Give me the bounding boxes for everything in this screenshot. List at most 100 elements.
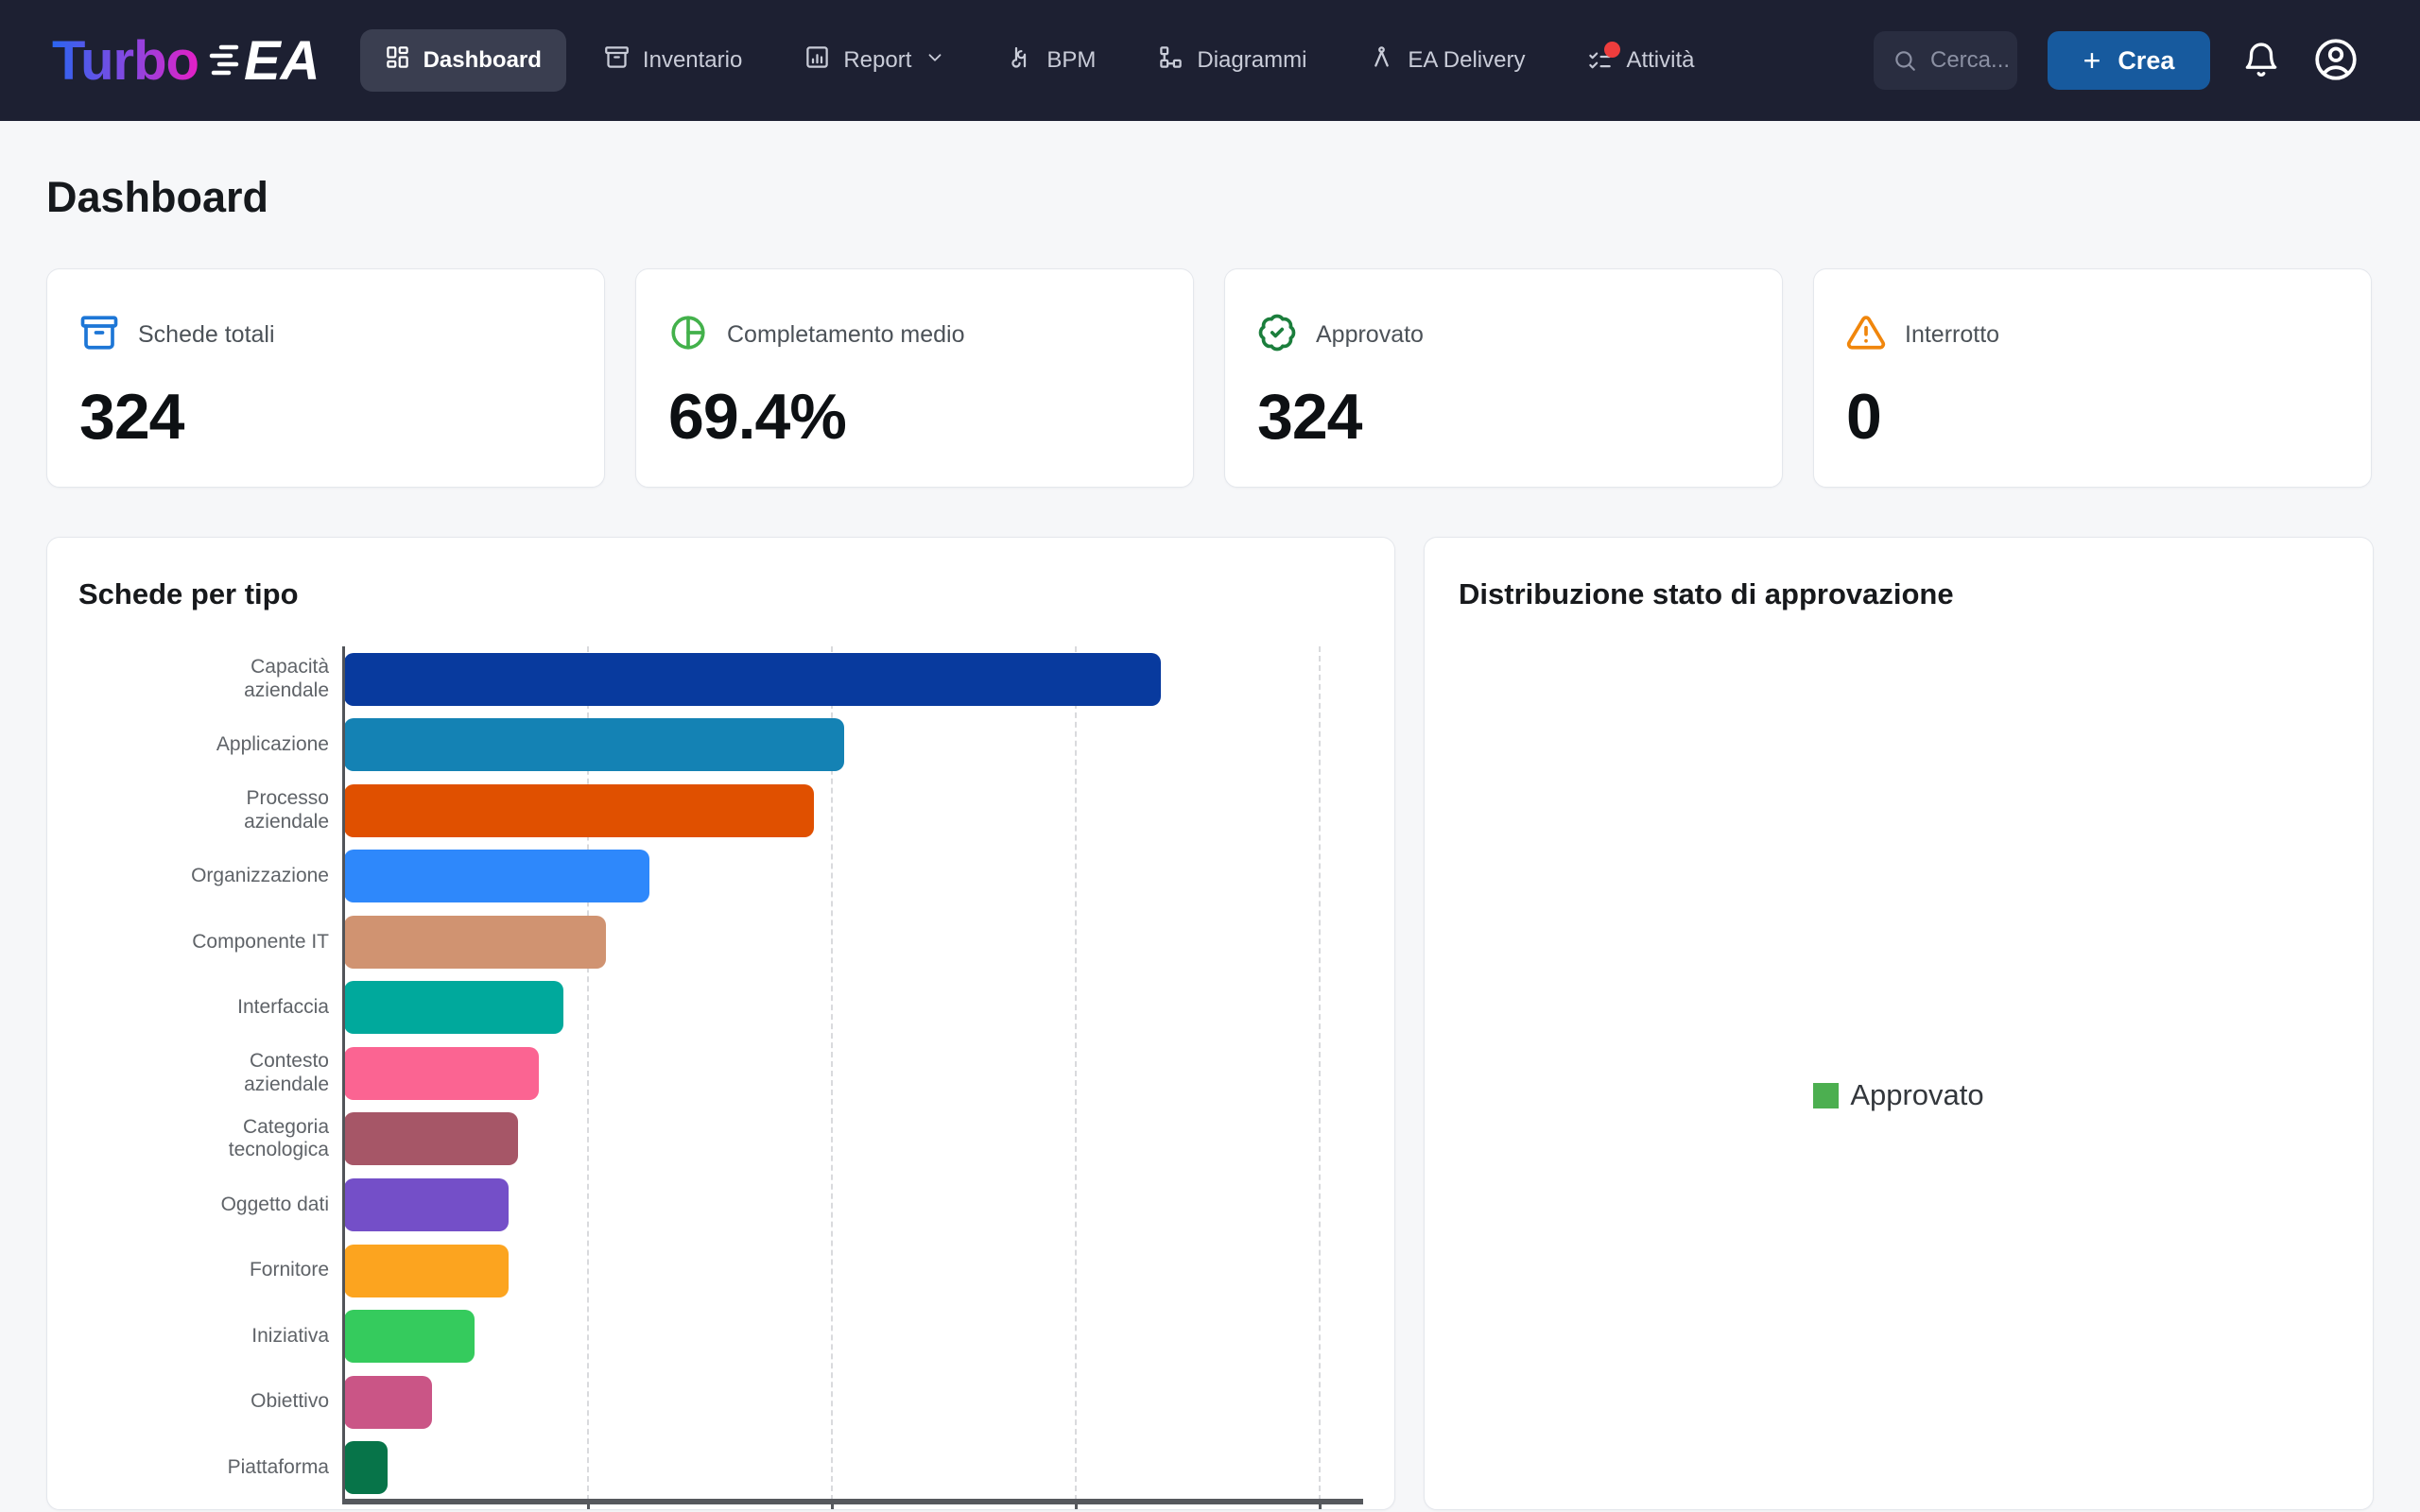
notifications-button[interactable]: [2240, 39, 2282, 83]
nav-item-bpm[interactable]: BPM: [983, 29, 1120, 92]
stat-value: 324: [79, 380, 572, 454]
report-chart-icon: [804, 44, 830, 77]
compass-icon: [1369, 44, 1394, 77]
account-button[interactable]: [2312, 36, 2360, 86]
bar-componente-it: [344, 916, 606, 969]
bar-iniziativa: [344, 1310, 475, 1363]
bar-oggetto-dati: [344, 1178, 509, 1231]
archive-icon: [79, 313, 119, 357]
bar-category-label: Iniziativa: [62, 1303, 329, 1369]
network-icon: [1158, 44, 1184, 77]
checklist-icon: [1587, 48, 1613, 74]
search-box: [1874, 31, 2017, 90]
y-axis-line: [342, 646, 345, 1501]
app-logo[interactable]: Turbo EA: [52, 29, 320, 93]
logo-turbo-text: Turbo: [52, 29, 199, 93]
stat-value: 0: [1846, 380, 2339, 454]
logo-speed-lines-icon: [208, 40, 242, 88]
top-navbar: Turbo EA Dashboard Inventario: [0, 0, 2420, 121]
bar-organizzazione: [344, 850, 649, 902]
nav-item-diagrammi[interactable]: Diagrammi: [1133, 29, 1331, 92]
stat-label: Schede totali: [138, 321, 275, 349]
bar-chart-card: Schede per tipo Capacità aziendaleApplic…: [46, 537, 1395, 1510]
create-button[interactable]: + Crea: [2048, 31, 2210, 90]
nav-item-attivita[interactable]: Attività: [1563, 32, 1719, 89]
bell-icon: [2240, 39, 2282, 83]
stat-label: Approvato: [1316, 321, 1424, 349]
pie-chart-card: Distribuzione stato di approvazione Appr…: [1424, 537, 2374, 1510]
bar-row: [344, 844, 1357, 910]
bar-category-label: Fornitore: [62, 1238, 329, 1304]
bar-applicazione: [344, 718, 844, 771]
stat-label: Completamento medio: [727, 321, 965, 349]
stat-card-interrotto: Interrotto 0: [1813, 268, 2372, 488]
nav-item-inventario[interactable]: Inventario: [579, 29, 767, 92]
bar-row: [344, 909, 1357, 975]
badge-check-icon: [1257, 313, 1297, 357]
archive-icon: [604, 44, 630, 77]
bpm-flow-icon: [1008, 44, 1033, 77]
bar-rows: [344, 646, 1357, 1501]
stat-value: 69.4%: [668, 380, 1161, 454]
chevron-down-icon: [925, 47, 945, 75]
bar-chart-category-labels: Capacità aziendaleApplicazioneProcesso a…: [62, 646, 329, 1501]
nav-label: Report: [843, 47, 911, 74]
logo-ea-text: EA: [244, 29, 320, 93]
bar-row: [344, 1369, 1357, 1435]
nav-item-report[interactable]: Report: [780, 29, 970, 92]
stats-row: Schede totali 324 Completamento medio 69…: [46, 268, 2374, 488]
bar-piattaforma: [344, 1441, 388, 1494]
notification-dot: [1604, 42, 1620, 58]
pie-legend-item-approvato[interactable]: Approvato: [1425, 1078, 2373, 1112]
bar-contesto-aziendale: [344, 1047, 539, 1100]
nav-label: EA Delivery: [1408, 47, 1525, 74]
bar-row: [344, 1172, 1357, 1238]
x-axis-tick: [1075, 1501, 1078, 1510]
bar-row: [344, 975, 1357, 1041]
nav-item-dashboard[interactable]: Dashboard: [360, 29, 566, 92]
nav-label: Inventario: [643, 47, 742, 74]
pie-chart-title: Distribuzione stato di approvazione: [1459, 577, 1954, 611]
bar-category-label: Contesto aziendale: [62, 1040, 329, 1107]
bar-row: [344, 1107, 1357, 1173]
nav-label: Attività: [1626, 47, 1694, 74]
stat-card-completamento-medio: Completamento medio 69.4%: [635, 268, 1194, 488]
bar-category-label: Interfaccia: [62, 975, 329, 1041]
charts-row: Schede per tipo Capacità aziendaleApplic…: [46, 537, 2374, 1510]
nav-item-ea-delivery[interactable]: EA Delivery: [1344, 29, 1549, 92]
bar-category-label: Processo aziendale: [62, 778, 329, 844]
pie-icon: [668, 313, 708, 357]
bar-processo-aziendale: [344, 784, 814, 837]
stat-label: Interrotto: [1905, 321, 1999, 349]
legend-label: Approvato: [1850, 1078, 1983, 1112]
bar-capacità-aziendale: [344, 653, 1161, 706]
alert-triangle-icon: [1846, 313, 1886, 357]
bar-row: [344, 713, 1357, 779]
page-content: Dashboard Schede totali 324: [0, 173, 2420, 1510]
bar-category-label: Obiettivo: [62, 1369, 329, 1435]
bar-category-label: Piattaforma: [62, 1435, 329, 1501]
stat-card-schede-totali: Schede totali 324: [46, 268, 605, 488]
bar-category-label: Categoria tecnologica: [62, 1107, 329, 1173]
bar-chart-plot: [344, 646, 1357, 1501]
main-nav: Dashboard Inventario Report: [360, 29, 1720, 92]
nav-label: BPM: [1046, 47, 1096, 74]
stat-value: 324: [1257, 380, 1750, 454]
page-title: Dashboard: [46, 173, 2374, 222]
bar-category-label: Organizzazione: [62, 844, 329, 910]
bar-categoria-tecnologica: [344, 1112, 518, 1165]
nav-label: Diagrammi: [1197, 47, 1306, 74]
bar-row: [344, 1303, 1357, 1369]
bar-interfaccia: [344, 981, 563, 1034]
bar-row: [344, 1238, 1357, 1304]
bar-chart-title: Schede per tipo: [78, 577, 299, 611]
bar-fornitore: [344, 1245, 509, 1297]
bar-category-label: Componente IT: [62, 909, 329, 975]
dashboard-icon: [385, 44, 410, 77]
bar-row: [344, 1040, 1357, 1107]
search-input[interactable]: [1930, 31, 2012, 90]
x-axis-line: [342, 1499, 1363, 1504]
navbar-right-group: + Crea: [1874, 31, 2360, 90]
bar-category-label: Oggetto dati: [62, 1172, 329, 1238]
x-axis-tick: [831, 1501, 834, 1510]
